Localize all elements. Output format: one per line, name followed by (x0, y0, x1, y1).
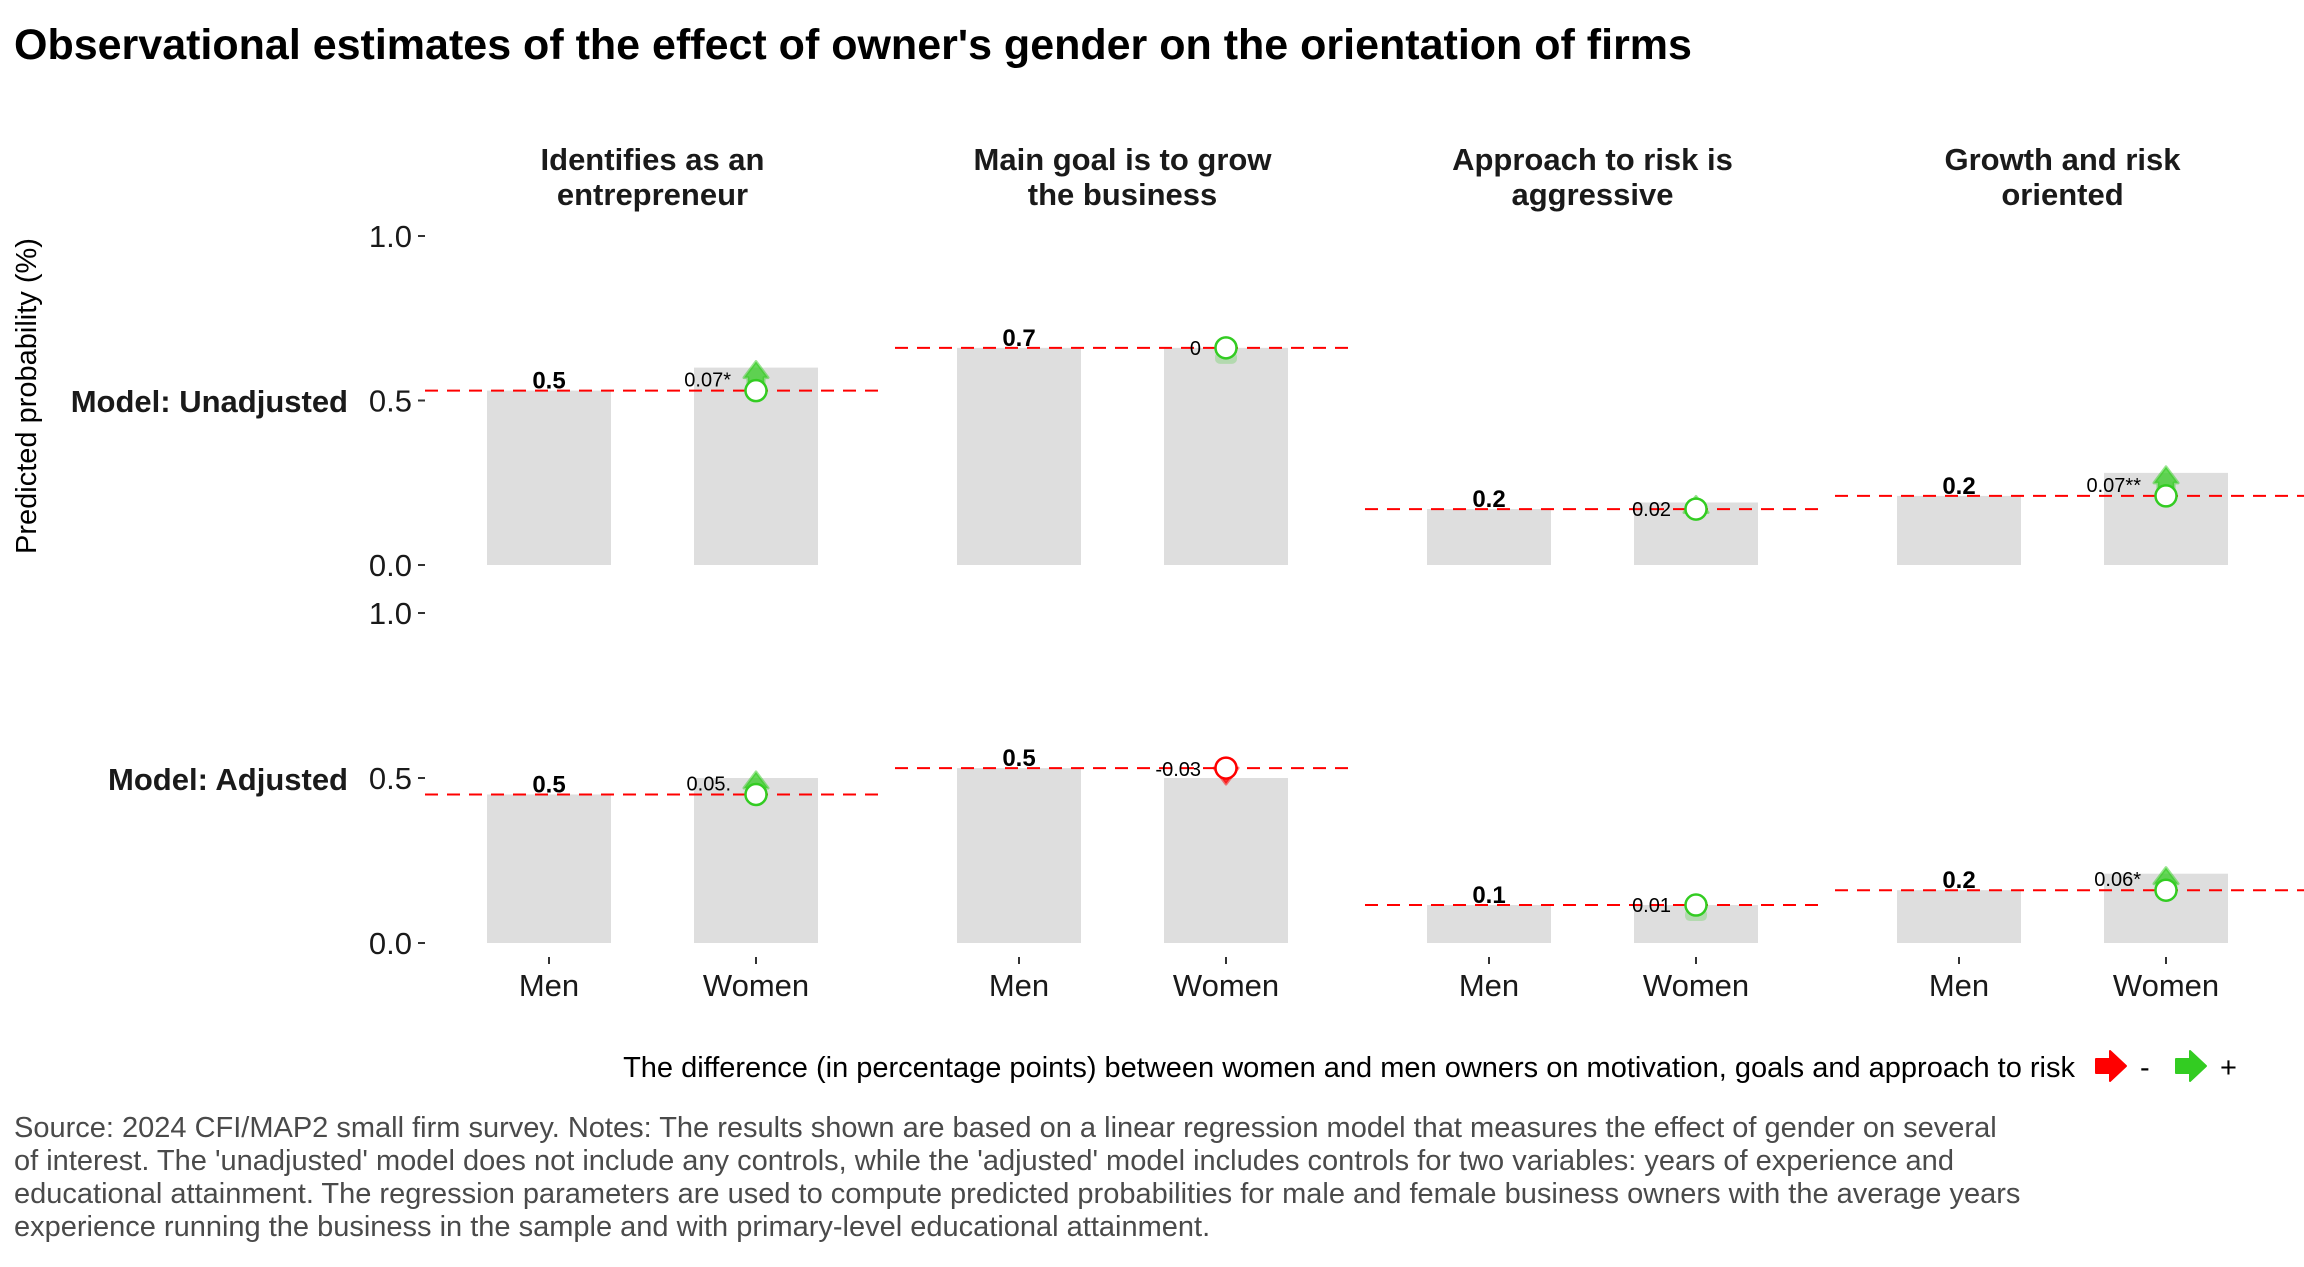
men-value-label: 0.5 (532, 772, 565, 799)
panel: 0.5 -0.03 (895, 745, 1350, 943)
x-tick-label: Women (703, 968, 809, 1003)
difference-marker (1684, 893, 1708, 917)
x-tick-label: Men (1459, 968, 1519, 1003)
bar-men (487, 390, 611, 565)
difference-label: 0.07** (2087, 475, 2142, 497)
x-axis: Men Women Men Women Men Women Men Women (519, 957, 2219, 1003)
difference-label: 0 (1190, 338, 1201, 360)
caption: Source: 2024 CFI/MAP2 small firm survey.… (14, 1112, 2020, 1243)
panel: 0.2 0.02 (1365, 486, 1820, 565)
facet-title: Growth and risk (1945, 142, 2182, 177)
green-arrow-icon (2175, 1050, 2207, 1082)
panel: 0.1 0.01 (1365, 882, 1820, 943)
difference-marker (744, 378, 768, 403)
x-tick-label: Women (1643, 968, 1749, 1003)
x-tick-label: Women (2113, 968, 2219, 1003)
y-tick-label: 0.0 (369, 548, 412, 583)
bar-men (957, 768, 1081, 943)
men-value-label: 0.1 (1472, 882, 1505, 909)
y-tick-label: 0.5 (369, 384, 412, 419)
difference-label: 0.06* (2094, 869, 2141, 891)
bar-men (487, 794, 611, 943)
facet-title: the business (1028, 177, 1218, 212)
difference-label: 0.07* (684, 370, 731, 392)
bar-men (957, 347, 1081, 565)
men-value-label: 0.5 (1002, 745, 1035, 772)
x-tick-label: Men (989, 968, 1049, 1003)
bar-men (1427, 905, 1551, 943)
men-value-label: 0.2 (1472, 486, 1505, 513)
caption-line: educational attainment. The regression p… (14, 1178, 2020, 1210)
caption-line: of interest. The 'unadjusted' model does… (14, 1145, 1954, 1177)
y-tick-label: 0.0 (369, 926, 412, 961)
difference-label: -0.03 (1155, 759, 1201, 781)
legend-label-negative: - (2140, 1052, 2150, 1084)
difference-label: 0.02 (1632, 499, 1671, 521)
facet-title: oriented (2001, 177, 2123, 212)
panel: 0.2 0.06* (1835, 866, 2304, 943)
chart-title: Observational estimates of the effect of… (14, 21, 1692, 69)
men-value-label: 0.7 (1002, 325, 1035, 352)
bar-women (1164, 347, 1288, 565)
x-tick-label: Men (1929, 968, 1989, 1003)
bar-men (1427, 509, 1551, 565)
bar-men (1897, 495, 2021, 565)
legend-item-positive: + (2175, 1050, 2237, 1084)
row-label: Model: Unadjusted (71, 384, 348, 419)
bar-men (1897, 890, 2021, 943)
legend-label-positive: + (2220, 1052, 2237, 1084)
difference-label: 0.05. (687, 774, 731, 796)
panel: 0.2 0.07** (1835, 465, 2304, 565)
red-arrow-icon (2095, 1050, 2127, 1082)
difference-label: 0.01 (1632, 895, 1671, 917)
panel: 0.5 0.05. (425, 770, 880, 943)
legend: The difference (in percentage points) be… (623, 1050, 2237, 1084)
y-tick-label: 1.0 (369, 219, 412, 254)
difference-marker (1684, 497, 1708, 521)
men-value-label: 0.2 (1942, 867, 1975, 894)
difference-marker (2154, 878, 2178, 902)
panel: 0.5 0.07* (425, 360, 880, 565)
difference-marker (2154, 484, 2178, 508)
facet-title: entrepreneur (557, 177, 748, 212)
row-adjusted: Model: Adjusted 0.0 0.5 1.0 0.5 0.05. 0.5 -0.03… (108, 596, 2304, 961)
panel: 0.7 0 (895, 325, 1350, 565)
y-axis-title: Predicted probability (%) (11, 238, 43, 554)
y-tick-label: 1.0 (369, 596, 412, 631)
facet-title: Identifies as an (541, 142, 765, 177)
facet-title: aggressive (1512, 177, 1674, 212)
men-value-label: 0.2 (1942, 473, 1975, 500)
difference-marker (1214, 336, 1238, 360)
x-tick-label: Women (1173, 968, 1279, 1003)
facet-title: Main goal is to grow (974, 142, 1273, 177)
legend-title: The difference (in percentage points) be… (623, 1052, 2075, 1084)
caption-line: Source: 2024 CFI/MAP2 small firm survey.… (14, 1112, 1997, 1144)
difference-marker (744, 782, 768, 807)
bar-women (1164, 778, 1288, 943)
difference-marker (1214, 756, 1238, 780)
caption-line: experience running the business in the s… (14, 1211, 1210, 1243)
men-value-label: 0.5 (532, 368, 565, 395)
legend-item-negative: - (2095, 1050, 2150, 1084)
row-label: Model: Adjusted (108, 762, 348, 797)
x-tick-label: Men (519, 968, 579, 1003)
y-tick-label: 0.5 (369, 761, 412, 796)
facet-title: Approach to risk is (1452, 142, 1733, 177)
